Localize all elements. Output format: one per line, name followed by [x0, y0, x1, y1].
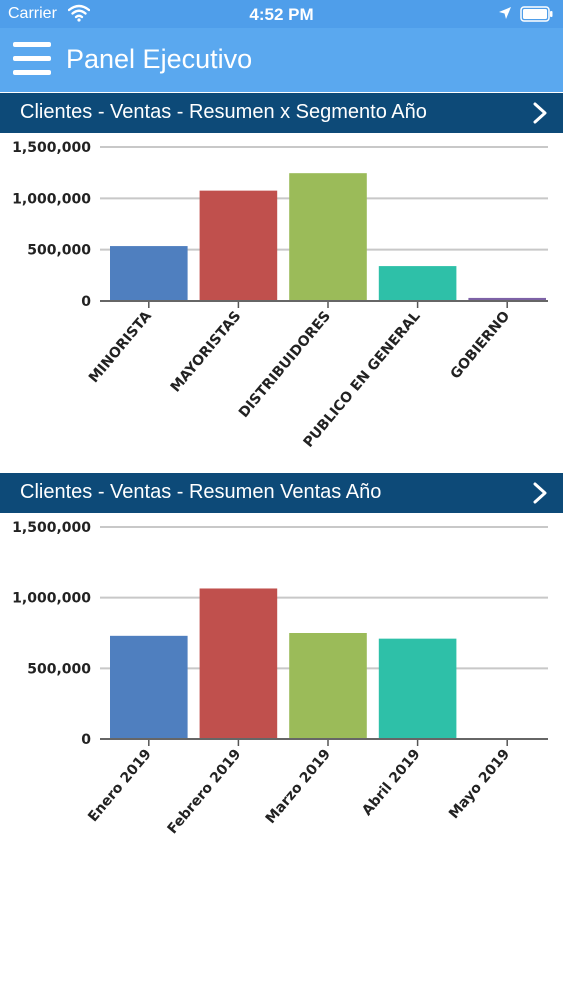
bar[interactable]	[378, 638, 457, 739]
y-tick-label: 500,000	[27, 243, 91, 259]
segment-sales-chart: 0 500,000 1,000,000 1,500,000 MINORISTA MAYOR…	[0, 133, 563, 468]
wifi-icon	[67, 4, 91, 27]
bar[interactable]	[289, 173, 367, 301]
clock: 4:52 PM	[249, 5, 314, 24]
y-tick-label: 1,000,000	[12, 191, 91, 207]
y-tick-label: 0	[81, 294, 91, 310]
bar[interactable]	[378, 266, 457, 301]
x-tick-label: MAYORISTAS	[168, 308, 245, 395]
bar[interactable]	[289, 633, 367, 739]
x-tick-label: Mayo 2019	[446, 746, 513, 822]
chevron-right-icon[interactable]	[532, 482, 548, 509]
x-tick-label: Abril 2019	[359, 746, 423, 818]
battery-icon	[520, 6, 554, 27]
x-tick-label: Enero 2019	[85, 746, 155, 825]
bar[interactable]	[468, 297, 546, 301]
section-title: Clientes - Ventas - Resumen Ventas Año	[20, 481, 382, 503]
x-tick-label: Febrero 2019	[165, 746, 245, 837]
monthly-sales-chart-svg: 0 500,000 1,000,000 1,500,000 Enero 2019 Febr…	[12, 520, 548, 837]
section-header-ventas-ano[interactable]: Clientes - Ventas - Resumen Ventas Año	[0, 473, 563, 513]
x-tick-label: Marzo 2019	[263, 746, 334, 827]
chevron-right-icon[interactable]	[532, 102, 548, 129]
x-tick-label: GOBIERNO	[448, 308, 514, 382]
segment-sales-chart-svg: 0 500,000 1,000,000 1,500,000 MINORISTA MAYOR…	[12, 140, 548, 451]
bar[interactable]	[110, 246, 188, 301]
y-tick-label: 0	[81, 732, 91, 748]
app-title: Panel Ejecutivo	[66, 44, 253, 74]
carrier-label: Carrier	[8, 5, 57, 22]
location-arrow-icon	[498, 6, 512, 25]
section-header-segmento[interactable]: Clientes - Ventas - Resumen x Segmento A…	[0, 93, 563, 133]
x-tick-label: MINORISTA	[86, 308, 155, 386]
y-tick-label: 1,500,000	[12, 140, 91, 156]
x-tick-label: DISTRIBUIDORES	[236, 308, 334, 421]
section-title: Clientes - Ventas - Resumen x Segmento A…	[20, 101, 427, 123]
y-tick-label: 500,000	[27, 661, 91, 677]
bar[interactable]	[199, 190, 278, 301]
status-bar: Carrier 4:52 PM	[0, 0, 563, 28]
bar[interactable]	[110, 635, 188, 739]
navigation-bar: Panel Ejecutivo	[0, 28, 563, 92]
monthly-sales-chart: 0 500,000 1,000,000 1,500,000 Enero 2019 Febr…	[0, 513, 563, 843]
y-tick-label: 1,000,000	[12, 591, 91, 607]
y-tick-label: 1,500,000	[12, 520, 91, 536]
bar[interactable]	[199, 588, 278, 739]
hamburger-menu-icon[interactable]	[13, 42, 51, 76]
